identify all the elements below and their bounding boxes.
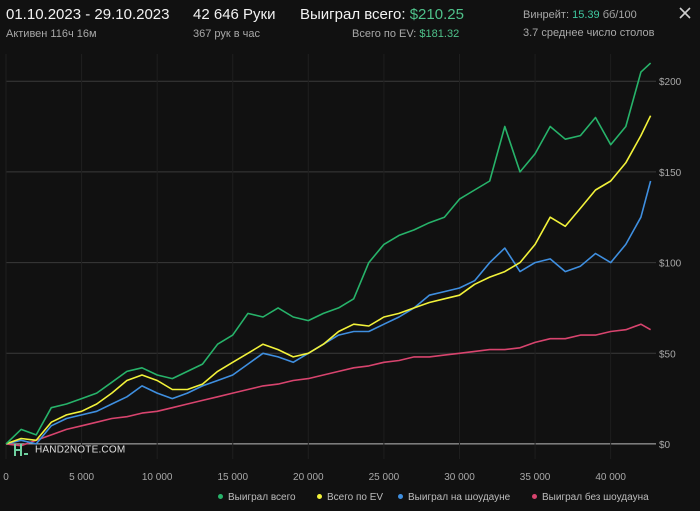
- winnings-chart: $0 $50 $100 $150 $200 0 5 000 10 000 15 000 20 0…: [3, 54, 682, 483]
- x-tick-label: 10 000: [142, 472, 173, 483]
- series-line-1: [5, 115, 652, 445]
- y-tick-label: $150: [659, 168, 682, 179]
- x-axis-ticks: 0 5 000 10 000 15 000 20 000 25 000 30 000 35 0…: [3, 472, 626, 483]
- y-tick-label: $100: [659, 259, 682, 270]
- x-tick-label: 35 000: [520, 472, 551, 483]
- ev-total: Всего по EV: $181.32: [352, 28, 459, 40]
- active-time: Активен 116ч 16м: [6, 28, 97, 40]
- winrate: Винрейт: 15.39 бб/100: [523, 9, 637, 21]
- winrate-label: Винрейт:: [523, 9, 570, 21]
- x-tick-label: 5 000: [69, 472, 94, 483]
- x-tick-label: 40 000: [595, 472, 626, 483]
- x-tick-label: 0: [3, 472, 9, 483]
- hands-count: 42 646 Руки: [193, 6, 276, 23]
- series-line-2: [5, 180, 652, 445]
- won-total-label: Выиграл всего:: [300, 6, 406, 23]
- hands-per-hour: 367 рук в час: [193, 28, 261, 40]
- hand2note-logo: HAND2NOTE.COM: [14, 444, 125, 456]
- x-tick-label: 30 000: [444, 472, 475, 483]
- date-range[interactable]: 01.10.2023 - 29.10.2023: [6, 6, 170, 23]
- won-total-value: $210.25: [409, 6, 464, 23]
- winrate-value: 15.39: [572, 9, 600, 21]
- series-line-0: [5, 62, 652, 445]
- legend-dot-icon: [218, 493, 223, 499]
- legend-label: Выиграл без шоудауна: [542, 492, 649, 503]
- close-icon[interactable]: [678, 6, 692, 20]
- y-tick-label: $0: [659, 440, 671, 451]
- hand2note-logo-text: HAND2NOTE.COM: [34, 444, 126, 456]
- legend-dot-icon: [317, 493, 322, 499]
- chart-grid: [5, 54, 656, 459]
- x-tick-label: 20 000: [293, 472, 324, 483]
- legend-item-showdown[interactable]: Выиграл на шоудауне: [398, 492, 510, 503]
- chart-series: [5, 62, 652, 447]
- legend-dot-icon: [532, 493, 537, 499]
- hand2note-logo-icon: [14, 444, 28, 456]
- legend-label: Выиграл на шоудауне: [408, 492, 511, 503]
- ev-total-label: Всего по EV:: [352, 28, 417, 40]
- stats-header: 01.10.2023 - 29.10.2023 Активен 116ч 16м…: [0, 0, 700, 48]
- won-total: Выиграл всего: $210.25: [300, 6, 464, 23]
- legend-dot-icon: [398, 493, 403, 499]
- legend-item-ev-total[interactable]: Всего по EV: [317, 492, 383, 503]
- avg-tables: 3.7 среднее число столов: [523, 27, 655, 39]
- x-tick-label: 25 000: [369, 472, 400, 483]
- y-axis-ticks: $0 $50 $100 $150 $200: [659, 77, 682, 451]
- winrate-unit: бб/100: [602, 9, 637, 21]
- y-tick-label: $50: [659, 349, 676, 360]
- legend-item-non-showdown[interactable]: Выиграл без шоудауна: [532, 492, 649, 503]
- legend-label: Выиграл всего: [228, 492, 296, 503]
- ev-total-value: $181.32: [419, 28, 460, 40]
- x-tick-label: 15 000: [217, 472, 248, 483]
- legend-label: Всего по EV: [327, 492, 384, 503]
- series-line-3: [5, 323, 651, 447]
- legend-item-won-total[interactable]: Выиграл всего: [218, 492, 296, 503]
- y-tick-label: $200: [659, 77, 682, 88]
